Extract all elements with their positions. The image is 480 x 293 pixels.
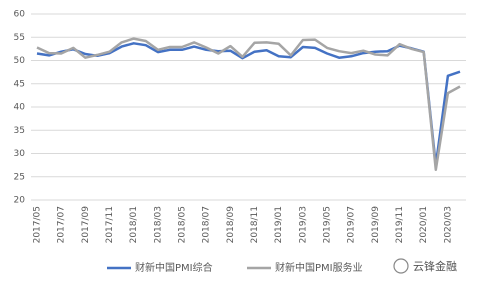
series-line [36, 37, 461, 172]
x-tick-label: 2019/01 [274, 206, 284, 243]
legend-label: 财新中国PMI综合 [135, 261, 213, 274]
y-tick-label: 40 [14, 103, 26, 113]
x-tick-label: 2018/09 [226, 206, 236, 244]
y-tick-label: 50 [14, 56, 26, 66]
y-tick-label: 55 [14, 33, 25, 43]
legend-label: 财新中国PMI服务业 [275, 261, 363, 274]
y-tick-label: 20 [14, 196, 26, 206]
x-tick-label: 2019/03 [298, 206, 308, 243]
x-tick-label: 2019/05 [323, 206, 333, 243]
x-tick-label: 2018/01 [129, 206, 139, 243]
x-tick-label: 2017/05 [33, 206, 43, 243]
x-tick-label: 2017/07 [57, 206, 67, 243]
watermark-text: 云锋金融 [413, 259, 457, 273]
y-tick-label: 30 [14, 149, 26, 159]
y-tick-label: 25 [14, 172, 25, 182]
watermark-icon [393, 258, 409, 274]
x-tick-label: 2018/11 [250, 206, 260, 243]
x-tick-label: 2019/09 [371, 206, 381, 244]
x-tick-label: 2018/07 [202, 206, 212, 243]
series-line [36, 42, 461, 167]
x-tick-label: 2018/05 [178, 206, 188, 243]
x-tick-label: 2019/11 [395, 206, 405, 243]
y-tick-label: 45 [14, 79, 25, 89]
x-tick-label: 2017/09 [81, 206, 91, 244]
y-tick-label: 60 [14, 10, 26, 20]
x-tick-label: 2020/01 [419, 206, 429, 243]
x-tick-label: 2018/03 [153, 206, 163, 243]
x-tick-label: 2020/03 [443, 206, 453, 243]
y-tick-label: 35 [14, 126, 25, 136]
x-tick-label: 2019/07 [347, 206, 357, 243]
watermark: 云锋金融 [393, 258, 457, 274]
x-tick-label: 2017/11 [105, 206, 115, 243]
